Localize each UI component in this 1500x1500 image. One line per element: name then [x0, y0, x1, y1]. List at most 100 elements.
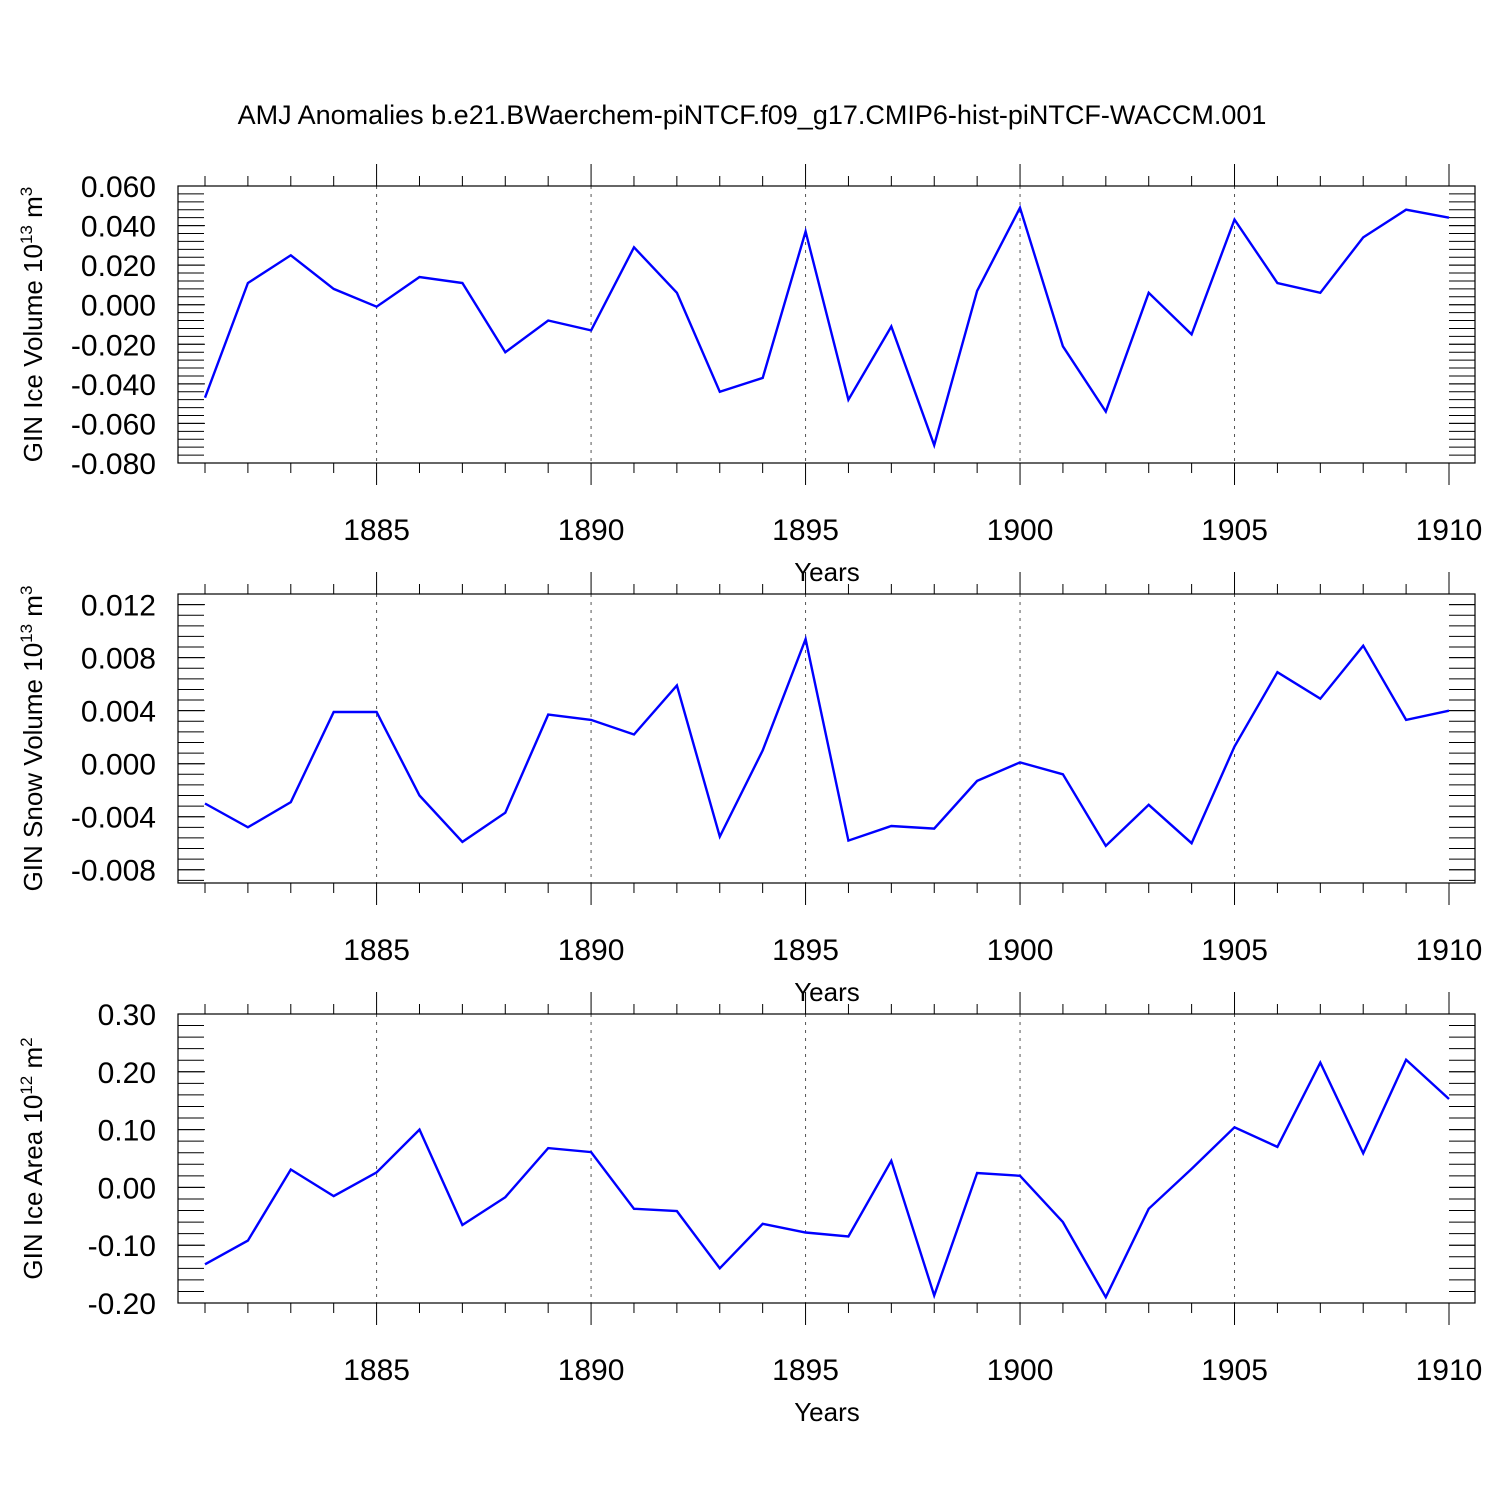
data-point	[846, 398, 850, 402]
y-axis-label-unit-exponent: 2	[17, 1037, 36, 1046]
x-tick-label: 1890	[558, 514, 625, 547]
data-point	[889, 324, 893, 328]
data-point	[932, 827, 936, 831]
chart-title: AMJ Anomalies b.e21.BWaerchem-piNTCF.f09…	[238, 100, 1267, 130]
chart-panel-2: -0.008 -0.004 0.000 0.004 0.008 0.012 1885 1890…	[17, 572, 1482, 1007]
data-point	[1404, 718, 1408, 722]
data-point	[546, 319, 550, 323]
data-point	[417, 1128, 421, 1132]
data-point	[546, 1146, 550, 1150]
y-axis-label: GIN Snow Volume 1013 m3	[17, 586, 48, 892]
data-point	[1361, 235, 1365, 239]
data-point	[246, 281, 250, 285]
y-axis-label: GIN Ice Area 1012 m2	[17, 1037, 48, 1279]
data-point	[718, 835, 722, 839]
data-point	[503, 811, 507, 815]
data-point	[975, 289, 979, 293]
y-axis-label-exponent: 13	[17, 225, 36, 244]
data-point	[675, 683, 679, 687]
data-point	[417, 794, 421, 798]
y-tick-label: 0.20	[98, 1057, 156, 1090]
data-point	[1018, 760, 1022, 764]
panels: -0.080 -0.060 -0.040 -0.020 0.000 0.020 0.040 0…	[17, 164, 1482, 1427]
y-axis-label: GIN Ice Volume 1013 m3	[17, 187, 48, 463]
data-point	[460, 840, 464, 844]
data-point	[846, 1235, 850, 1239]
x-axis-label: Years	[794, 977, 860, 1007]
data-point	[1404, 1058, 1408, 1062]
y-axis-label-main: GIN Snow Volume 10	[18, 643, 48, 892]
data-point	[1190, 1167, 1194, 1171]
data-point	[932, 1293, 936, 1297]
data-point	[1233, 1125, 1237, 1129]
plot-frame	[177, 185, 1476, 464]
y-tick-label: 0.00	[98, 1172, 156, 1205]
data-point	[804, 1230, 808, 1234]
x-axis-label: Years	[794, 1397, 860, 1427]
y-tick-label: 0.000	[81, 290, 156, 323]
x-tick-label: 1895	[772, 1354, 839, 1387]
data-point	[589, 1150, 593, 1154]
y-tick-label: -0.20	[88, 1288, 156, 1321]
y-tick-label: -0.060	[71, 408, 156, 441]
data-point	[846, 839, 850, 843]
y-tick-label: 0.004	[81, 696, 156, 729]
x-tick-label: 1885	[343, 1354, 410, 1387]
data-point	[1061, 772, 1065, 776]
plot-frame	[177, 593, 1476, 884]
data-point	[889, 824, 893, 828]
data-point	[460, 1223, 464, 1227]
y-axis-label-unit: m	[18, 196, 48, 225]
data-point	[1104, 410, 1108, 414]
data-point	[1104, 1295, 1108, 1299]
y-tick-label: 0.008	[81, 643, 156, 676]
data-point	[332, 287, 336, 291]
x-tick-label: 1895	[772, 514, 839, 547]
data-point	[1147, 803, 1151, 807]
data-point	[246, 1239, 250, 1243]
y-tick-label: 0.10	[98, 1115, 156, 1148]
y-axis-label-unit-exponent: 3	[17, 187, 36, 196]
data-point	[1275, 1145, 1279, 1149]
x-tick-label: 1910	[1416, 514, 1483, 547]
data-point	[1233, 744, 1237, 748]
data-point	[1404, 208, 1408, 212]
data-point	[761, 748, 765, 752]
data-point	[503, 350, 507, 354]
x-tick-label: 1900	[987, 1354, 1054, 1387]
data-point	[675, 291, 679, 295]
x-axis-label: Years	[794, 557, 860, 587]
y-tick-label: -0.080	[71, 448, 156, 481]
data-point	[761, 1222, 765, 1226]
data-point	[975, 1171, 979, 1175]
y-axis-label-exponent: 13	[17, 624, 36, 643]
data-point	[1061, 344, 1065, 348]
x-tick-label: 1905	[1201, 514, 1268, 547]
data-point	[203, 1262, 207, 1266]
y-tick-label: -0.040	[71, 369, 156, 402]
data-point	[332, 1194, 336, 1198]
x-tick-label: 1910	[1416, 1354, 1483, 1387]
data-point	[589, 718, 593, 722]
data-point	[246, 825, 250, 829]
chart-panel-3: -0.20 -0.10 0.00 0.10 0.20 0.30 1885 1890 1895 19…	[17, 992, 1482, 1427]
data-point	[289, 800, 293, 804]
data-point	[761, 376, 765, 380]
data-series-line	[204, 634, 1450, 848]
data-point	[1318, 697, 1322, 701]
data-point	[975, 779, 979, 783]
data-point	[417, 275, 421, 279]
x-tick-label: 1895	[772, 934, 839, 967]
y-axis-label-unit-exponent: 3	[17, 586, 36, 595]
data-point	[1447, 709, 1451, 713]
y-tick-label: -0.020	[71, 329, 156, 362]
plot-frame	[177, 1013, 1476, 1304]
data-point	[1147, 1207, 1151, 1211]
data-point	[932, 443, 936, 447]
data-point	[675, 1209, 679, 1213]
y-axis-label-main: GIN Ice Volume 10	[18, 244, 48, 462]
y-axis-label-exponent: 12	[17, 1076, 36, 1095]
y-tick-label: 0.000	[81, 749, 156, 782]
data-point	[1447, 216, 1451, 220]
x-tick-label: 1905	[1201, 1354, 1268, 1387]
